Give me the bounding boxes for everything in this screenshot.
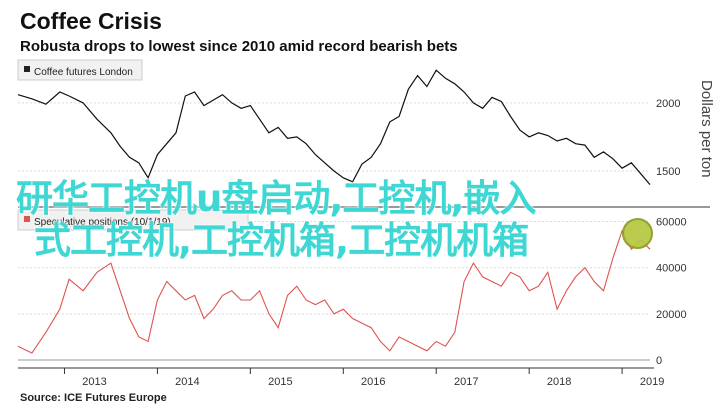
x-tick-label: 2017: [454, 376, 478, 388]
chart-subtitle: Robusta drops to lowest since 2010 amid …: [20, 38, 458, 55]
positions-line: [17, 229, 651, 354]
upper-y-tick-label: 1500: [656, 166, 680, 178]
legend-speculative-positions: Speculative positions (10/1/19): [34, 217, 171, 228]
x-tick-label: 2016: [361, 376, 385, 388]
overlay-text-line-1: 研华工控机u盘启动,工控机,嵌入: [16, 177, 536, 220]
chart-title: Coffee Crisis: [20, 8, 162, 34]
x-tick-label: 2018: [547, 376, 571, 388]
source-note: Source: ICE Futures Europe: [20, 392, 167, 404]
legend-coffee-futures: Coffee futures London: [34, 67, 133, 78]
x-tick-label: 2013: [82, 376, 106, 388]
x-tick-label: 2019: [640, 376, 664, 388]
x-axis: 2013 2014 2015 2016 2017 2018 2019: [18, 367, 664, 388]
upper-legend: Coffee futures London: [17, 59, 143, 81]
x-tick-label: 2015: [268, 376, 292, 388]
lower-y-tick-label: 60000: [656, 217, 687, 229]
lower-y-tick-label: 0: [656, 355, 662, 367]
lower-legend: Speculative positions (10/1/19): [17, 209, 249, 231]
upper-y-tick-label: 2000: [656, 98, 680, 110]
overlay-text-line-2: 式工控机,工控机箱,工控机机箱: [34, 219, 529, 262]
price-line: [17, 69, 651, 185]
highlight-marker: [622, 218, 653, 249]
upper-grid: 1500 2000: [18, 98, 680, 178]
lower-y-tick-label: 40000: [656, 263, 687, 275]
x-tick-label: 2014: [175, 376, 199, 388]
lower-y-tick-label: 20000: [656, 309, 687, 321]
upper-y-axis-label: Dollars per ton: [698, 80, 715, 178]
